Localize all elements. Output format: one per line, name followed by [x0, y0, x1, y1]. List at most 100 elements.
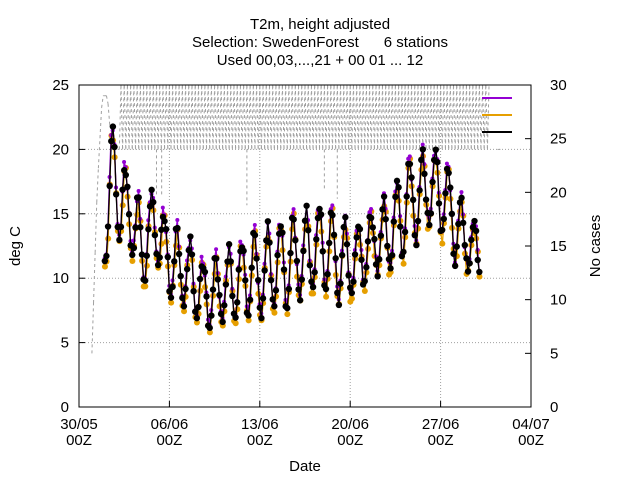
cases-segment [135, 84, 138, 150]
cases-segment [341, 84, 345, 150]
cases-segment [391, 84, 395, 150]
series-black-segment [454, 246, 458, 266]
cases-segment [357, 84, 361, 150]
cases-segment [101, 95, 104, 108]
series-black-segment [397, 187, 401, 227]
series-black-segment [365, 241, 369, 268]
cases-segment [285, 84, 288, 150]
series-black-segment [415, 221, 419, 246]
cases-segment [233, 84, 237, 150]
series-black-segment [251, 233, 254, 268]
series-black-segment [210, 289, 214, 316]
cases-segment [278, 84, 282, 150]
cases-segment [194, 84, 198, 150]
cases-segment [364, 84, 367, 150]
cases-segment [149, 84, 153, 150]
series-black-segment [418, 159, 422, 191]
cases-segment [97, 137, 101, 169]
y2-tick-label: 5 [550, 345, 558, 362]
series-black-point [256, 304, 263, 311]
series-black-segment [469, 239, 472, 264]
cases-segment [467, 84, 471, 150]
cases-segment [199, 84, 203, 150]
cases-segment [230, 84, 233, 150]
cases-segment [465, 84, 469, 150]
y-tick-label: 5 [61, 335, 69, 352]
cases-segment [175, 84, 178, 150]
y2-tick-label: 0 [550, 399, 558, 416]
cases-segment [191, 84, 195, 150]
series-black-segment [438, 203, 442, 231]
series-black-segment [205, 296, 209, 326]
cases-segment [443, 84, 446, 150]
cases-segment [275, 84, 279, 150]
x-tick-label-hour: 00Z [337, 432, 363, 449]
cases-segment [411, 84, 414, 150]
cases-segment [238, 84, 241, 150]
cases-segment [390, 84, 393, 150]
series-black-segment [236, 269, 240, 303]
cases-segment [165, 84, 169, 150]
cases-segment [206, 84, 209, 150]
series-black-point [293, 257, 301, 265]
cases-segment [164, 84, 167, 150]
cases-segment [362, 84, 366, 150]
cases-segment [381, 84, 385, 150]
series-black-point [427, 210, 435, 217]
series-black-point [440, 215, 448, 223]
series-black-segment [293, 219, 296, 241]
cases-segment [172, 84, 175, 150]
cases-segment [231, 84, 235, 150]
cases-segment [183, 84, 187, 150]
cases-segment [461, 84, 464, 150]
series-black-segment [230, 261, 234, 296]
series-black-segment [128, 214, 132, 246]
cases-segment [406, 84, 409, 150]
cases-segment [188, 84, 191, 150]
series-black-segment [404, 196, 408, 232]
cases-segment [456, 84, 459, 150]
x-axis-label: Date [289, 458, 321, 475]
cases-segment [441, 84, 445, 150]
series-black-point [445, 169, 452, 177]
series-black-segment [431, 159, 435, 183]
cases-segment [181, 84, 185, 150]
cases-segment [176, 84, 180, 150]
series-black-segment [326, 242, 330, 275]
cases-segment [438, 84, 442, 150]
cases-segment [207, 84, 211, 150]
series-black-point [292, 237, 299, 244]
cases-segment [118, 84, 122, 150]
cases-segment [272, 84, 275, 150]
cases-segment [335, 84, 338, 150]
cases-segment [283, 84, 287, 150]
series-black-segment [341, 227, 345, 256]
x-tick-label-hour: 00Z [156, 432, 182, 449]
series-black-segment [283, 269, 287, 307]
cases-segment [310, 84, 314, 150]
cases-segment [167, 84, 170, 150]
cases-segment [370, 84, 374, 150]
cases-segment [107, 103, 111, 124]
cases-segment [217, 84, 220, 150]
series-black-segment [305, 205, 309, 231]
cases-segment [296, 84, 300, 150]
cases-segment [120, 84, 124, 150]
series-black-point [377, 232, 385, 239]
cases-segment [356, 84, 359, 150]
cases-segment [432, 84, 435, 150]
cases-segment [417, 84, 421, 150]
cases-segment [312, 84, 316, 150]
chart-title-line-2: Selection: SwedenForest 6 stations [192, 34, 448, 51]
cases-segment [430, 84, 434, 150]
series-black-segment [152, 202, 156, 236]
cases-segment [151, 84, 154, 150]
cases-segment [333, 84, 337, 150]
series-black-segment [423, 173, 427, 200]
series-black-point [476, 268, 483, 276]
series-black-segment [138, 197, 141, 228]
series-black-segment [212, 258, 216, 290]
series-black-segment [120, 189, 124, 227]
y-axis-label: deg C [7, 226, 24, 266]
series-black-point [300, 247, 307, 255]
